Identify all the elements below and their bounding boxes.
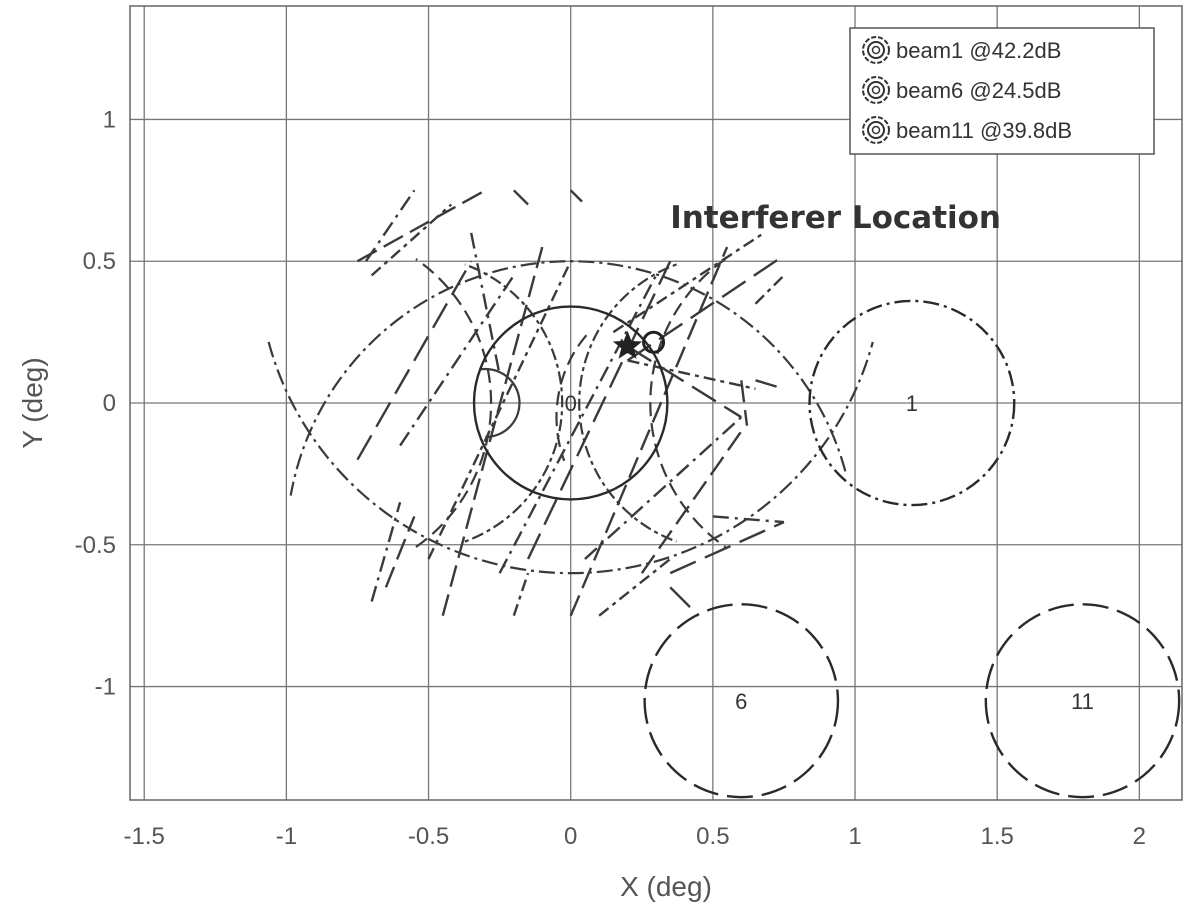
pattern-segment (754, 274, 785, 305)
pattern-arc (555, 334, 588, 462)
pattern-arc (464, 263, 564, 543)
legend-label: beam6 @24.5dB (896, 78, 1061, 103)
pattern-segment (626, 254, 785, 362)
pattern-segment (612, 231, 765, 334)
beam-circle-6 (643, 603, 840, 799)
beam-label-0: 0 (565, 391, 577, 416)
pattern-segment (569, 246, 729, 617)
pattern-segment (356, 189, 486, 263)
pattern-marks: 0 1 6 11 (267, 189, 1181, 799)
pattern-segment (370, 203, 453, 277)
x-tick-label: 1 (848, 823, 861, 850)
pattern-segment (526, 260, 672, 560)
legend-icon-core (871, 125, 881, 135)
pattern-segment (512, 189, 529, 206)
legend-icon-core (871, 85, 881, 95)
interferer-marker-ring (642, 330, 666, 354)
x-tick-label: -1.5 (124, 823, 165, 850)
pattern-segment (569, 189, 586, 206)
legend-icon-inner (867, 121, 885, 139)
pattern-arc (649, 258, 727, 548)
x-axis-label: X (deg) (620, 871, 712, 902)
x-tick-label: 0 (564, 823, 577, 850)
x-tick-label: -0.5 (408, 823, 449, 850)
x-tick-label: 2 (1133, 823, 1146, 850)
y-axis-label: Y (deg) (17, 357, 48, 448)
pattern-segment (584, 416, 743, 560)
legend-label: beam11 @39.8dB (896, 118, 1072, 143)
pattern-segment (755, 379, 785, 390)
beam-circle-11 (984, 603, 1181, 799)
pattern-segment (626, 345, 742, 419)
legend-icon-inner (867, 41, 885, 59)
x-tick-label: 1.5 (981, 823, 1014, 850)
beam-label-1: 1 (906, 391, 918, 416)
pattern-segment (427, 260, 572, 560)
pattern-arc (479, 367, 521, 439)
legend-label: beam1 @42.2dB (896, 38, 1061, 63)
beam-label-6: 6 (735, 689, 747, 714)
tick-labels: -1.5 -1 -0.5 0 0.5 1 1.5 2 -1 -0.5 0 0.5 1 (75, 106, 1146, 850)
pattern-segment (370, 501, 402, 602)
legend-icon-inner (867, 81, 885, 99)
pattern-segment (627, 359, 756, 390)
pattern-arc (415, 258, 493, 548)
legend-icon (862, 76, 890, 104)
pattern-segment (740, 380, 749, 426)
pattern-segment (399, 274, 515, 447)
pattern-segment (512, 572, 530, 617)
legend-icon-core (871, 45, 881, 55)
x-tick-label: 0.5 (696, 823, 729, 850)
pattern-arc (267, 341, 874, 575)
beam-circle-0 (472, 305, 669, 501)
legend-box (849, 27, 1155, 155)
pattern-segment (470, 232, 501, 375)
y-tick-label: -1 (95, 674, 116, 701)
pattern-segment (598, 558, 671, 617)
legend-icon (862, 36, 890, 64)
y-tick-label: 0 (103, 390, 116, 417)
y-tick-label: 1 (103, 106, 116, 133)
pattern-segment (712, 515, 785, 524)
legend: beam1 @42.2dB beam6 @24.5dB beam11 @39.8dB (849, 27, 1155, 155)
pattern-segment (384, 515, 416, 588)
pattern-segment (669, 586, 700, 617)
pattern-arc (289, 260, 847, 496)
pattern-segment (498, 274, 658, 574)
y-tick-label: -0.5 (75, 532, 116, 559)
beam-circle-1 (808, 299, 1016, 507)
beam-label-11: 11 (1071, 689, 1094, 714)
y-tick-label: 0.5 (83, 248, 116, 275)
x-tick-label: -1 (276, 823, 297, 850)
interferer-location-annotation: Interferer Location (670, 200, 1001, 236)
legend-icon (862, 116, 890, 144)
pattern-segment (669, 521, 785, 575)
pattern-arc (578, 263, 677, 543)
pattern-segment (356, 260, 473, 461)
pattern-segment (364, 189, 416, 262)
plot-frame (129, 5, 1183, 801)
interferer-marker (612, 330, 643, 359)
pattern-segment (441, 246, 544, 616)
